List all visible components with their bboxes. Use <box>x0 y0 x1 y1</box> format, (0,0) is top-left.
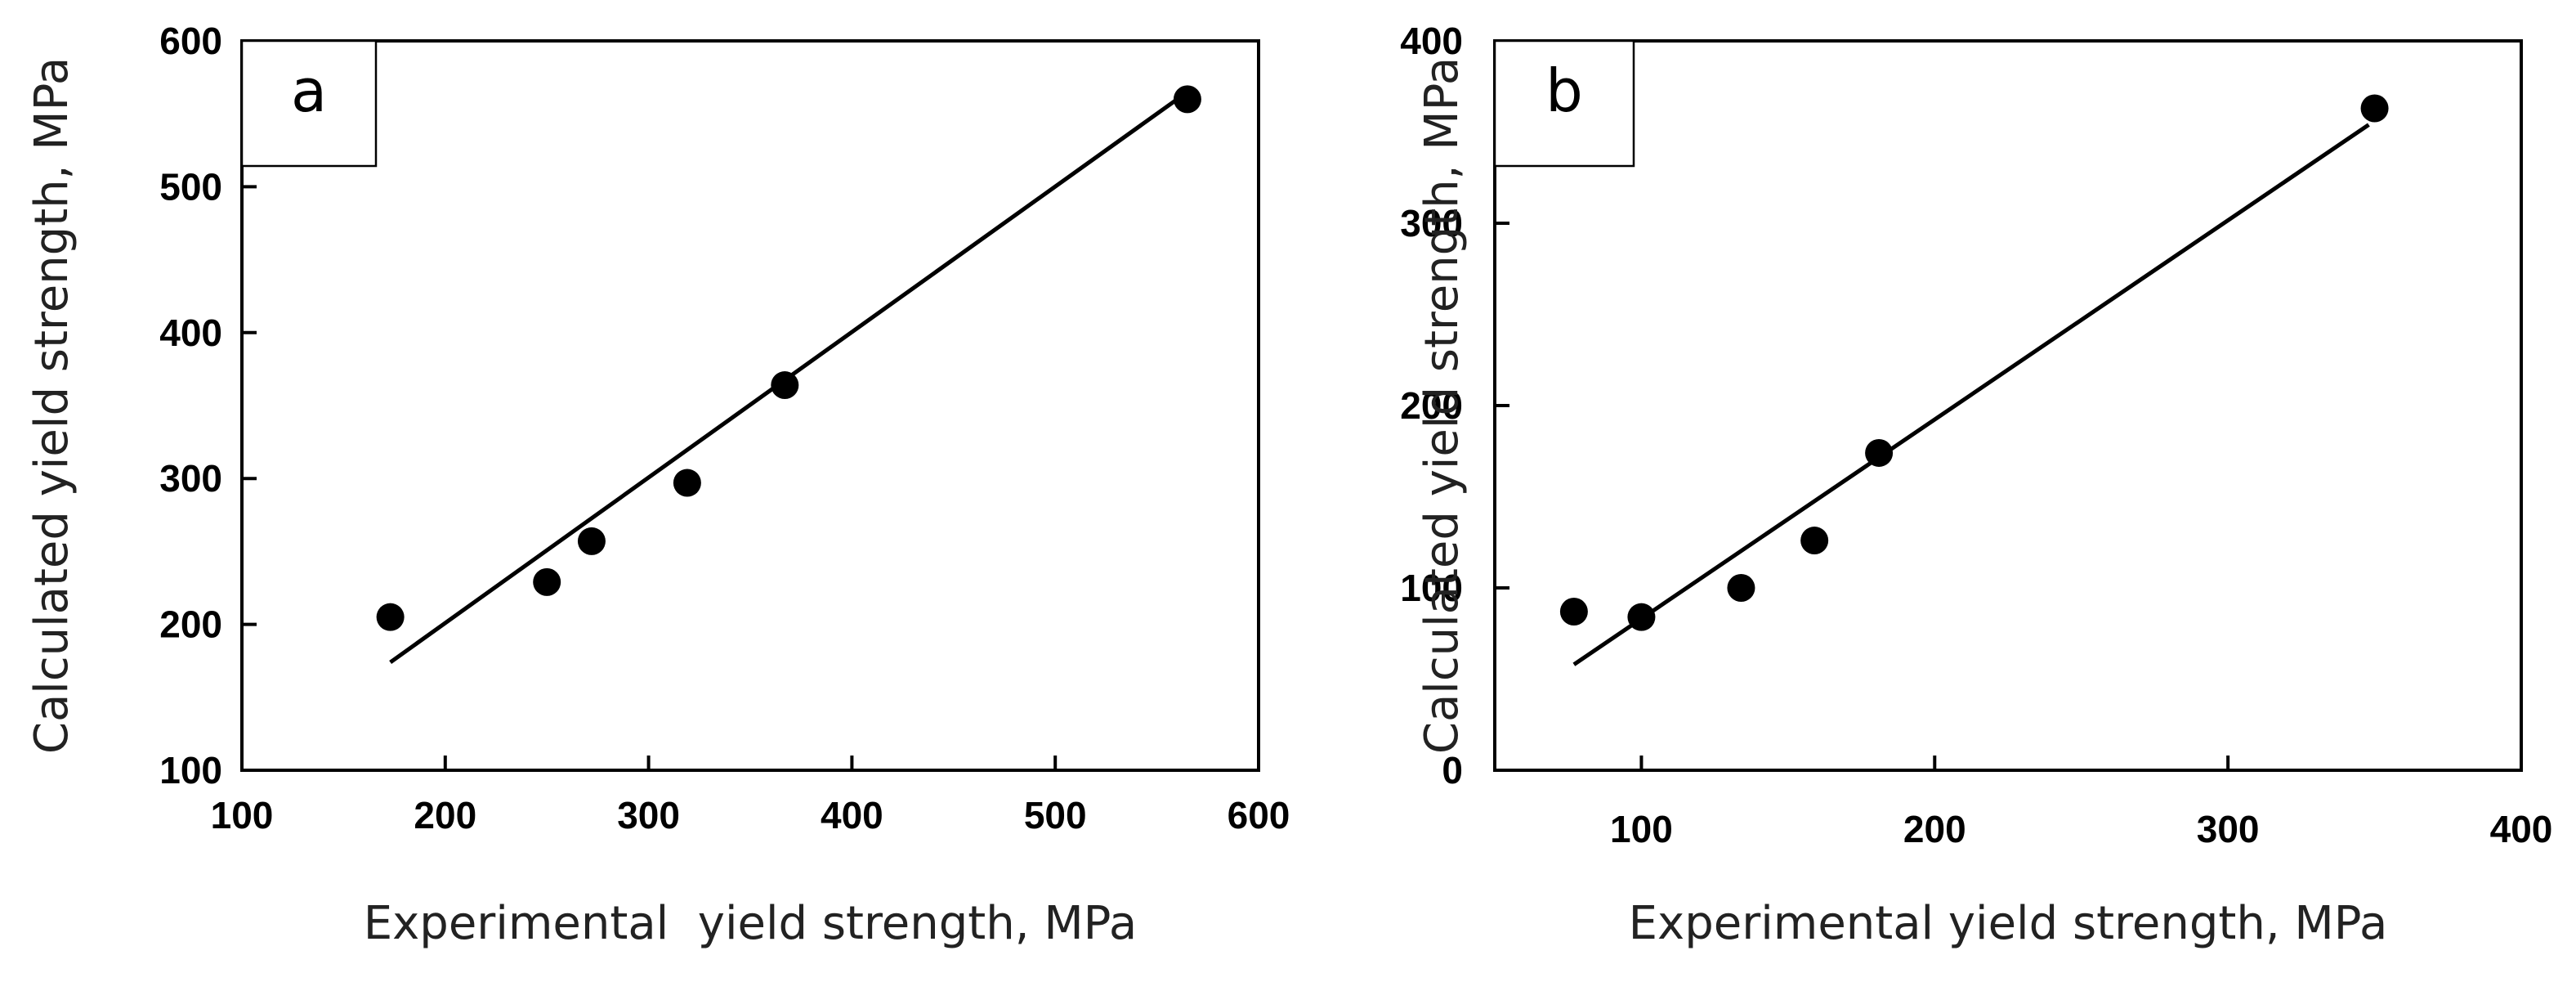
data-point <box>577 527 606 555</box>
y-tick-label: 0 <box>1442 749 1463 791</box>
y-tick-label: 300 <box>1400 202 1463 244</box>
data-point <box>673 469 701 497</box>
plot-frame <box>1493 39 2523 772</box>
y-axis-title: Calculated yield strength, MPa <box>25 57 78 754</box>
data-point <box>533 567 561 596</box>
x-axis-title: Experimental yield strength, MPa <box>1629 897 2388 950</box>
y-axis-title: Calculated yield strength, MPa <box>1415 57 1469 754</box>
y-tick-label: 200 <box>159 603 222 646</box>
panel-label: b <box>1545 56 1583 125</box>
x-tick-label: 100 <box>1610 808 1673 850</box>
x-tick-label: 500 <box>1024 794 1087 836</box>
data-point <box>771 371 799 400</box>
data-point <box>1173 85 1201 114</box>
y-tick-label: 200 <box>1400 384 1463 427</box>
chart-a: 100 200 300 400 500 600 100 200 300 400 500 600 a Exp… <box>25 20 1290 950</box>
x-tick-label: 400 <box>821 794 883 836</box>
x-tick-label: 400 <box>2490 808 2553 850</box>
y-tick-label: 300 <box>159 457 222 500</box>
data-point <box>376 603 405 631</box>
y-tick-label: 100 <box>1400 567 1463 609</box>
panel-label-box <box>1493 39 1635 168</box>
data-point <box>1627 603 1656 631</box>
panel-label: a <box>291 56 327 125</box>
y-tick-label: 600 <box>159 20 222 62</box>
data-point <box>1559 597 1588 626</box>
x-tick-label: 200 <box>1903 808 1966 850</box>
data-point <box>1727 574 1755 602</box>
x-axis-title: Experimental yield strength, MPa <box>364 897 1137 950</box>
chart-b: 0 100 200 300 400 100 200 300 400 b Experimental y… <box>1400 20 2552 950</box>
x-tick-label: 100 <box>211 794 274 836</box>
fit-line <box>1572 123 2370 666</box>
panel-label-box <box>240 39 378 168</box>
y-tick-label: 400 <box>1400 20 1463 62</box>
x-tick-label: 300 <box>2197 808 2260 850</box>
data-point <box>2360 94 2389 123</box>
y-tick-label: 100 <box>159 749 222 791</box>
plot-frame <box>240 39 1260 772</box>
data-point <box>1865 438 1894 467</box>
x-tick-label: 200 <box>414 794 476 836</box>
x-tick-label: 600 <box>1228 794 1290 836</box>
y-tick-label: 500 <box>159 165 222 208</box>
x-tick-label: 300 <box>617 794 680 836</box>
data-point <box>1800 527 1829 555</box>
y-tick-label: 400 <box>159 312 222 354</box>
